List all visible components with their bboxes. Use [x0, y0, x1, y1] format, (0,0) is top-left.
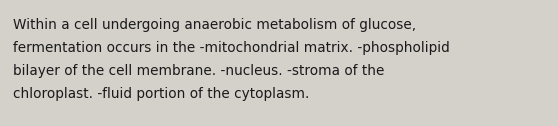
- Text: Within a cell undergoing anaerobic metabolism of glucose,: Within a cell undergoing anaerobic metab…: [13, 18, 416, 32]
- Text: fermentation occurs in the -mitochondrial matrix. -phospholipid: fermentation occurs in the -mitochondria…: [13, 41, 450, 55]
- Text: bilayer of the cell membrane. -nucleus. -stroma of the: bilayer of the cell membrane. -nucleus. …: [13, 64, 384, 78]
- Text: chloroplast. -fluid portion of the cytoplasm.: chloroplast. -fluid portion of the cytop…: [13, 87, 309, 101]
